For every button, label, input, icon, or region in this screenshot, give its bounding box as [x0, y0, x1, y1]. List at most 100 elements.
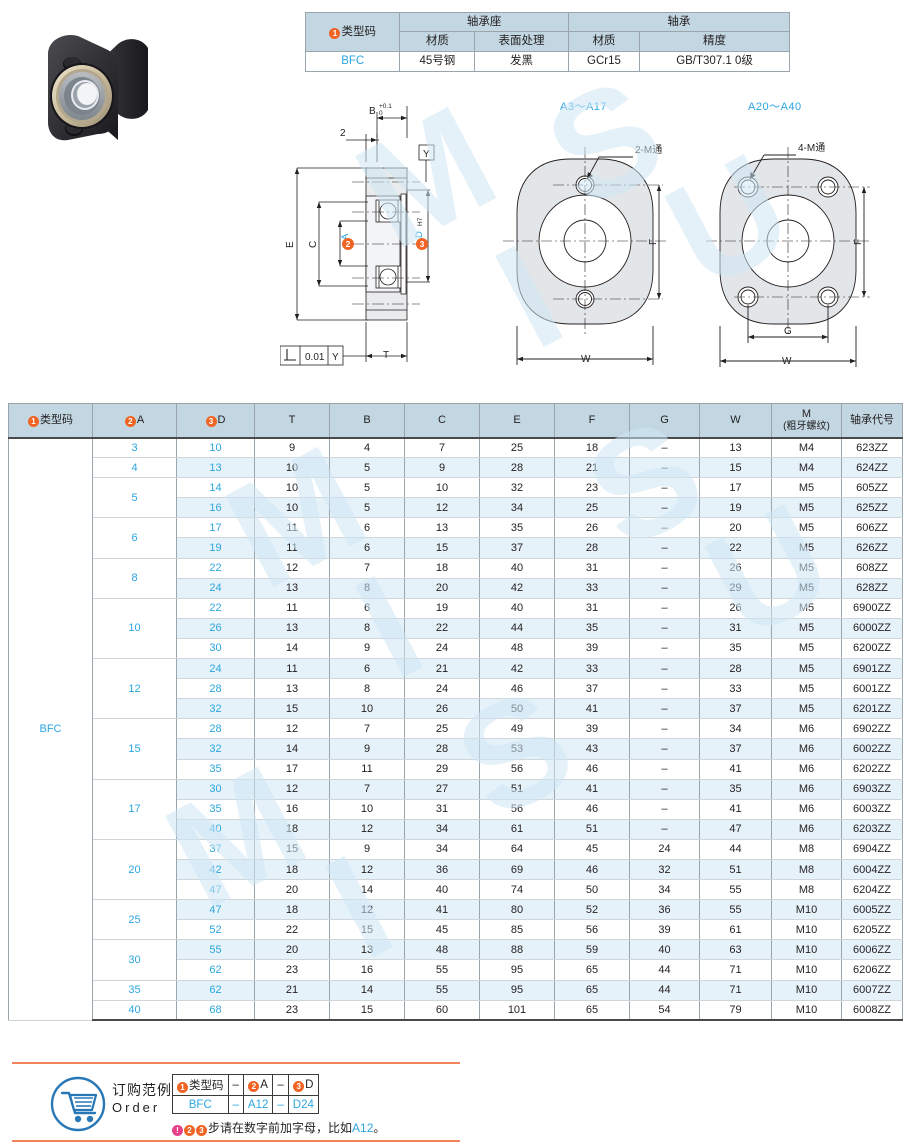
cell-f: 33 [554, 658, 630, 680]
cell-b: 6 [329, 597, 405, 619]
cell-f: 46 [554, 798, 630, 820]
cell-g: – [629, 698, 700, 720]
cell-d: 13 [176, 457, 255, 479]
cell-d: 28 [176, 718, 255, 740]
cell-b: 7 [329, 718, 405, 740]
cell-a: 3 [92, 436, 177, 459]
cell-t: 23 [254, 999, 330, 1022]
cell-f: 21 [554, 457, 630, 479]
cell-e: 74 [479, 879, 555, 901]
order-note-text: 步请在数字前加字母，比如 [208, 1121, 353, 1135]
cell-c: 19 [404, 597, 480, 619]
cell-b: 9 [329, 637, 405, 660]
cell-bearing-code: 6202ZZ [841, 758, 903, 780]
cell-t: 13 [254, 617, 330, 639]
cell-w: 13 [699, 436, 772, 459]
cell-g: 54 [629, 999, 700, 1022]
cell-m: M5 [771, 698, 842, 720]
cell-t: 15 [254, 698, 330, 720]
cell-c: 31 [404, 798, 480, 820]
dim-label-H7: H7 [417, 217, 424, 226]
col-header-m: M (粗牙螺纹) [771, 403, 842, 438]
cell-t: 14 [254, 738, 330, 760]
cell-w: 44 [699, 838, 772, 860]
cell-g: – [629, 557, 700, 579]
spec-header-row-2: 材质 表面处理 材质 精度 [306, 31, 790, 52]
gdt-datum-Y: Y [332, 352, 339, 363]
badge-3-icon: 3 [205, 415, 217, 427]
cell-e: 34 [479, 497, 555, 519]
dimensions-table-body: BFC 3 10 9 4 7 25 18–13 M4 623ZZ 4 13 10 5 9 28 21–15 M4 6… [8, 436, 903, 1022]
cell-f: 37 [554, 678, 630, 700]
cell-f: 25 [554, 497, 630, 519]
flange-view-2hole: 2-M通 F W [495, 115, 690, 380]
cell-c: 34 [404, 818, 480, 840]
cell-b: 13 [329, 939, 405, 961]
cell-bearing-code: 6904ZZ [841, 838, 903, 860]
cell-c: 7 [404, 436, 480, 459]
cell-g: – [629, 818, 700, 840]
table-row: 42 18 12 36 69 46 32 51 M8 6004ZZ [9, 858, 903, 881]
cell-bearing-code: 6000ZZ [841, 617, 903, 639]
cell-a: 35 [92, 979, 177, 1001]
cell-c: 15 [404, 537, 480, 559]
cell-b: 11 [329, 758, 405, 780]
cell-d: 40 [176, 818, 255, 840]
cell-t: 13 [254, 678, 330, 700]
spec-value-bearing-material: GCr15 [567, 50, 641, 72]
cell-e: 95 [479, 979, 555, 1001]
spec-header-bearing: 轴承 [567, 11, 791, 33]
cell-m: M6 [771, 718, 842, 740]
badge-1-icon: 1 [28, 415, 39, 427]
hole-note-2m: 2-M通 [635, 144, 662, 156]
badge-3-icon: 3 [196, 1125, 207, 1136]
order-value-sep-2: – [272, 1095, 289, 1114]
cell-e: 25 [479, 436, 555, 459]
cell-w: 20 [699, 517, 772, 539]
cell-e: 40 [479, 597, 555, 619]
product-photo [30, 22, 200, 157]
cell-m: M8 [771, 879, 842, 901]
cell-g: 40 [629, 939, 700, 961]
order-sep-1: – [227, 1074, 244, 1096]
cell-w: 47 [699, 818, 772, 840]
cell-d: 32 [176, 698, 255, 720]
cell-a: 5 [92, 477, 177, 519]
cell-b: 12 [329, 899, 405, 921]
col-header-f: F [554, 403, 630, 438]
cell-d: 68 [176, 999, 255, 1022]
table-row: 32 15 10 26 50 41–37 M5 6201ZZ [9, 698, 903, 720]
cell-g: 24 [629, 838, 700, 860]
cell-b: 10 [329, 698, 405, 720]
cell-c: 20 [404, 577, 480, 599]
cell-f: 33 [554, 577, 630, 599]
table-row: 28 13 8 24 46 37–33 M5 6001ZZ [9, 678, 903, 700]
cell-d: 28 [176, 678, 255, 700]
cell-w: 26 [699, 597, 772, 619]
dim-label-F: F [853, 239, 864, 245]
cell-g: – [629, 718, 700, 740]
cell-c: 10 [404, 477, 480, 499]
cell-d: 62 [176, 979, 255, 1001]
table-row: 30 14 9 24 48 39–35 M5 6200ZZ [9, 637, 903, 660]
cell-b: 8 [329, 678, 405, 700]
view-label-a3-a17: A3～A17 [560, 101, 608, 113]
table-row: 24 13 8 20 42 33–29 M5 628ZZ [9, 577, 903, 599]
col-header-t: T [254, 403, 330, 438]
order-note-end: 。 [373, 1121, 386, 1135]
cell-t: 11 [254, 537, 330, 559]
cell-f: 39 [554, 637, 630, 660]
cell-b: 5 [329, 497, 405, 519]
cell-g: – [629, 658, 700, 680]
spec-header-bearing-material: 材质 [567, 31, 641, 52]
cell-e: 37 [479, 537, 555, 559]
cell-m: M6 [771, 778, 842, 800]
cell-c: 55 [404, 979, 480, 1001]
cell-f: 46 [554, 758, 630, 780]
cell-d: 22 [176, 597, 255, 619]
cell-e: 80 [479, 899, 555, 921]
cell-m: M6 [771, 758, 842, 780]
